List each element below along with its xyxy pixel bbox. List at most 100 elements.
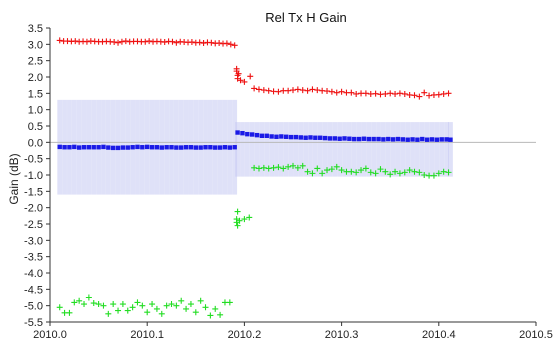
data-point <box>163 302 170 309</box>
error-bar <box>376 122 381 177</box>
data-point <box>86 145 92 150</box>
data-point <box>91 145 96 150</box>
data-point <box>387 90 394 97</box>
data-point <box>135 144 140 150</box>
data-point <box>348 168 355 175</box>
data-point <box>222 145 228 150</box>
data-point <box>444 137 449 142</box>
y-tick-label: -2.0 <box>24 203 43 215</box>
data-point <box>200 40 207 47</box>
error-bar <box>385 122 391 177</box>
data-point <box>401 90 408 97</box>
data-point <box>265 87 272 94</box>
error-bar <box>429 122 435 177</box>
data-point <box>314 87 321 94</box>
data-point <box>129 304 136 311</box>
data-point <box>396 170 403 177</box>
data-point <box>134 299 141 306</box>
data-point <box>275 164 282 171</box>
data-point <box>285 87 292 94</box>
data-point <box>125 145 130 150</box>
data-point <box>234 208 241 215</box>
data-point <box>105 310 112 317</box>
data-point <box>159 145 164 150</box>
data-point <box>246 214 253 221</box>
error-bar <box>327 122 333 177</box>
data-point <box>255 165 262 172</box>
y-tick-label: -4.0 <box>24 268 43 280</box>
data-point <box>145 144 150 150</box>
y-tick-label: -3.5 <box>24 252 43 264</box>
data-point <box>421 89 428 96</box>
data-point <box>313 135 318 140</box>
data-point <box>367 169 374 176</box>
data-point <box>338 167 345 174</box>
error-bar <box>254 122 260 177</box>
data-point <box>353 90 360 97</box>
data-point <box>401 169 408 176</box>
y-tick-label: -1.5 <box>24 186 43 198</box>
data-point <box>178 297 185 304</box>
error-bar <box>264 122 270 177</box>
data-point <box>429 137 435 142</box>
data-point <box>416 169 423 176</box>
data-point <box>90 300 97 307</box>
data-point <box>249 132 255 137</box>
data-point <box>445 90 452 97</box>
data-point <box>100 302 107 309</box>
data-point <box>234 222 241 229</box>
error-bar <box>244 122 250 177</box>
data-point <box>173 302 180 309</box>
y-tick-label: 0.5 <box>28 121 43 133</box>
x-tick-label: 2010.1 <box>130 329 164 341</box>
data-point <box>235 70 242 77</box>
error-bar <box>293 122 299 177</box>
data-point <box>62 145 67 150</box>
data-point <box>280 165 287 172</box>
data-point <box>400 137 406 142</box>
data-point <box>115 307 122 314</box>
data-point <box>193 145 198 150</box>
data-point <box>358 167 365 174</box>
data-point <box>260 164 267 171</box>
data-point <box>142 38 149 45</box>
data-point <box>362 90 369 97</box>
data-point <box>328 88 335 95</box>
data-point <box>416 93 423 100</box>
data-point <box>410 137 415 142</box>
data-series <box>57 130 453 151</box>
data-point <box>207 312 214 319</box>
data-point <box>372 90 379 97</box>
data-point <box>231 42 238 49</box>
error-bar <box>322 122 328 177</box>
data-point <box>337 136 342 141</box>
data-point <box>440 90 447 97</box>
data-point <box>303 135 308 140</box>
data-point <box>66 309 73 316</box>
data-point <box>208 39 215 46</box>
data-point <box>347 136 352 141</box>
data-point <box>232 145 237 150</box>
error-bar <box>415 122 420 177</box>
data-point <box>435 91 442 98</box>
data-point <box>241 216 248 223</box>
data-point <box>76 145 82 150</box>
data-point <box>169 145 174 150</box>
data-point <box>56 304 63 311</box>
data-point <box>101 144 106 150</box>
data-point <box>216 40 223 47</box>
data-point <box>149 301 156 308</box>
data-point <box>187 301 194 308</box>
x-tick-label: 2010.5 <box>519 329 553 341</box>
error-bar <box>380 122 386 177</box>
data-point <box>290 162 296 169</box>
data-point <box>324 167 331 174</box>
data-point <box>144 309 151 316</box>
error-bar <box>410 122 415 177</box>
data-point <box>372 170 379 177</box>
data-point <box>110 145 116 151</box>
data-point <box>217 145 223 150</box>
data-point <box>227 41 234 48</box>
data-point <box>154 145 160 150</box>
data-point <box>366 136 372 142</box>
